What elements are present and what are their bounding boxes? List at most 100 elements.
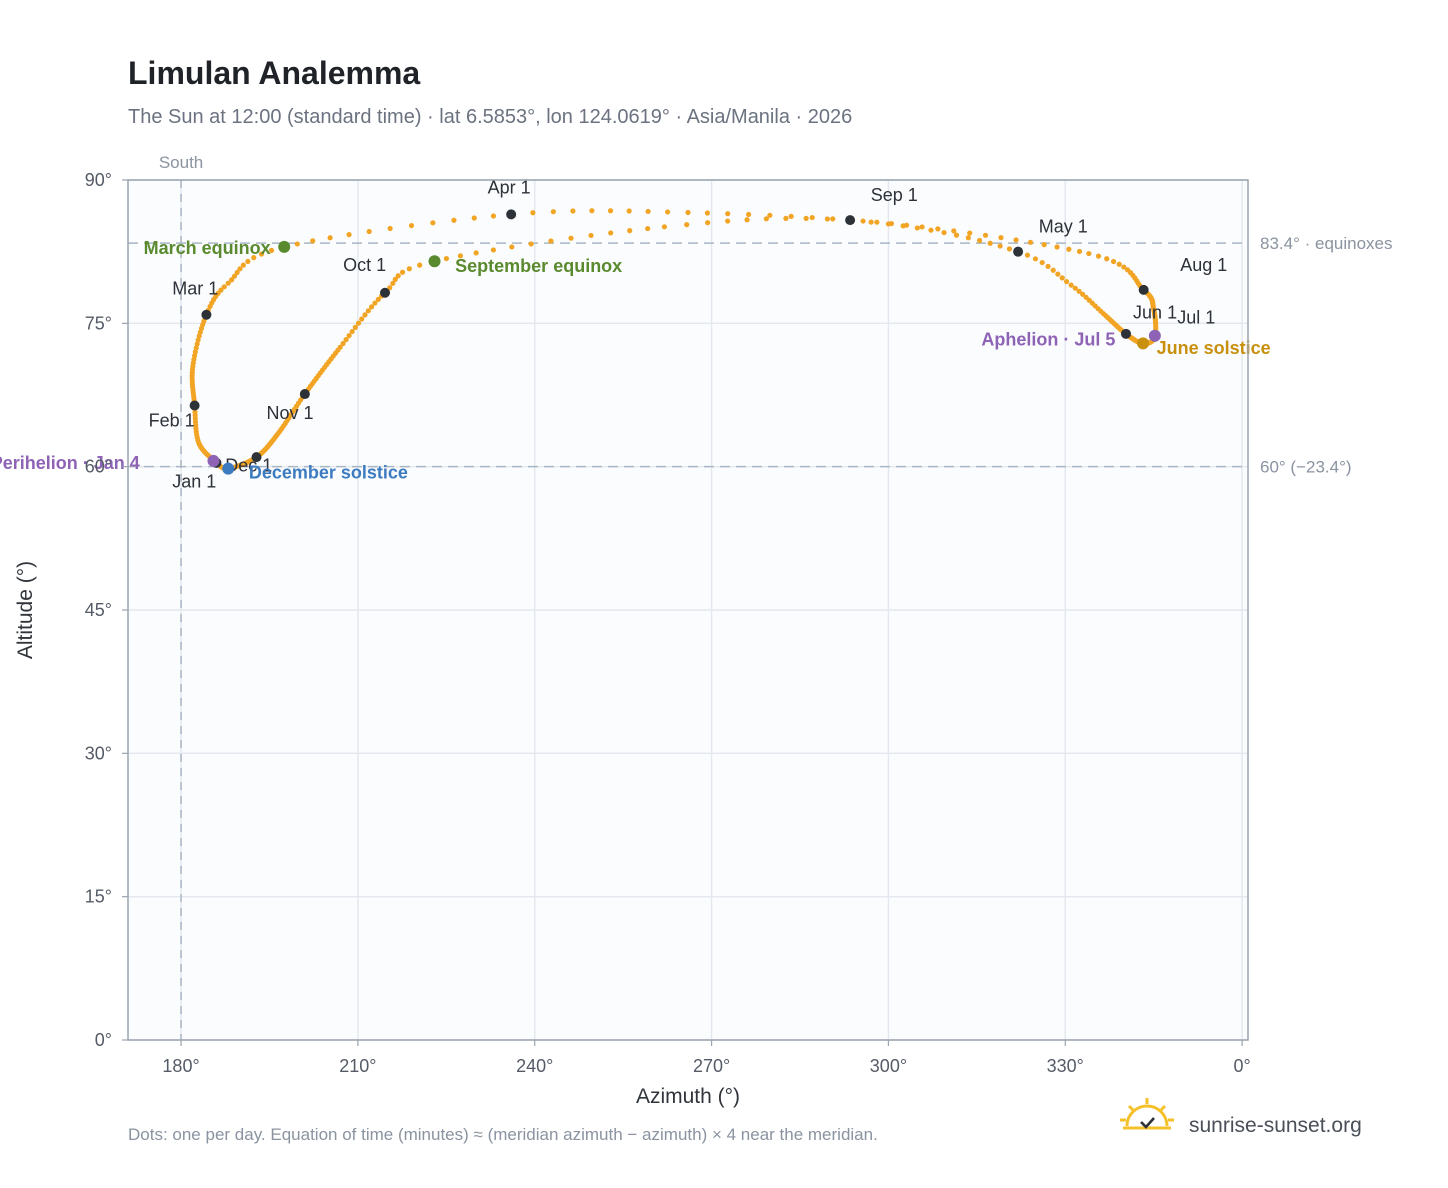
event-label: Perihelion · Jan 4 bbox=[0, 453, 140, 473]
daily-dot bbox=[626, 208, 632, 214]
daily-dot bbox=[951, 228, 957, 234]
daily-dot bbox=[783, 215, 789, 221]
month-marker-label: Feb 1 bbox=[149, 411, 195, 431]
daily-dot bbox=[1054, 244, 1060, 250]
daily-dot bbox=[1006, 246, 1013, 252]
month-marker bbox=[1138, 284, 1149, 295]
daily-dot bbox=[451, 217, 457, 223]
daily-dot bbox=[744, 217, 750, 223]
daily-dot bbox=[310, 238, 316, 244]
month-marker-label: Mar 1 bbox=[172, 279, 218, 299]
event-label: June solstice bbox=[1157, 338, 1271, 358]
daily-dot bbox=[196, 333, 202, 339]
meridian-label: South bbox=[159, 153, 203, 172]
daily-dot bbox=[997, 243, 1003, 249]
daily-dot bbox=[1076, 288, 1082, 294]
event-marker bbox=[222, 462, 235, 475]
daily-dot bbox=[340, 340, 346, 347]
daily-dot bbox=[528, 241, 534, 247]
month-marker-label: Apr 1 bbox=[488, 177, 531, 197]
daily-dot bbox=[1032, 256, 1039, 262]
daily-dot bbox=[976, 237, 983, 244]
daily-dot bbox=[221, 284, 227, 290]
daily-dot bbox=[824, 216, 830, 222]
daily-dot bbox=[685, 209, 691, 216]
x-tick-label: 210° bbox=[339, 1056, 376, 1076]
month-marker-label: Jan 1 bbox=[172, 472, 216, 492]
event-label: Aphelion · Jul 5 bbox=[981, 330, 1115, 350]
month-marker-label: Aug 1 bbox=[1180, 255, 1227, 275]
daily-dot bbox=[1086, 250, 1092, 257]
daily-dot bbox=[387, 285, 393, 291]
daily-dot bbox=[914, 225, 920, 231]
daily-dot bbox=[704, 210, 711, 216]
daily-dot bbox=[1124, 267, 1131, 273]
daily-dot bbox=[809, 214, 815, 221]
daily-dot bbox=[548, 238, 554, 244]
daily-dot bbox=[919, 224, 925, 230]
daily-dot bbox=[1095, 253, 1102, 259]
daily-dot bbox=[627, 228, 633, 234]
event-label: September equinox bbox=[455, 256, 622, 276]
month-marker bbox=[201, 309, 212, 320]
daily-dot bbox=[1041, 242, 1047, 248]
daily-dot bbox=[664, 209, 671, 215]
daily-dot bbox=[550, 209, 556, 215]
daily-dot bbox=[705, 220, 711, 226]
y-tick-label: 90° bbox=[85, 170, 112, 190]
daily-dot bbox=[352, 324, 358, 330]
daily-dot bbox=[570, 208, 576, 214]
daily-dot bbox=[1110, 258, 1117, 265]
daily-dot bbox=[868, 219, 874, 225]
daily-dot bbox=[225, 280, 231, 286]
daily-dot bbox=[1076, 248, 1083, 255]
daily-dot bbox=[473, 250, 479, 256]
daily-dot bbox=[1055, 271, 1061, 277]
footnote: Dots: one per day. Equation of time (min… bbox=[128, 1125, 878, 1144]
daily-dot bbox=[443, 255, 450, 262]
daily-dot bbox=[746, 211, 752, 218]
daily-dot bbox=[355, 320, 362, 326]
daily-dot bbox=[387, 225, 393, 232]
daily-dot bbox=[417, 262, 423, 268]
brand-name: sunrise-sunset.org bbox=[1189, 1114, 1362, 1137]
daily-dot bbox=[192, 349, 198, 355]
daily-dot bbox=[725, 218, 731, 224]
daily-dot bbox=[194, 341, 200, 347]
month-markers: Jan 1 Feb 1 Mar 1 Apr 1 May 1 Jun 1 Jul 1 Aug 1… bbox=[149, 177, 1228, 491]
brand-logo[interactable]: sunrise-sunset.org bbox=[1120, 1098, 1362, 1137]
month-marker bbox=[299, 389, 310, 400]
daily-dot bbox=[1080, 291, 1086, 297]
daily-dot bbox=[1066, 246, 1072, 252]
reference-lines: South 83.4° · equinoxes 60° (−23.4°) bbox=[128, 153, 1393, 1040]
daily-dot bbox=[366, 228, 372, 235]
event-marker bbox=[1137, 337, 1150, 350]
daily-dot bbox=[430, 220, 436, 226]
daily-dot bbox=[1068, 282, 1074, 288]
daily-dot bbox=[368, 304, 375, 310]
daily-dot bbox=[645, 225, 651, 232]
daily-dot bbox=[874, 219, 880, 225]
y-tick-label: 45° bbox=[85, 600, 112, 620]
chart-subtitle: The Sun at 12:00 (standard time) · lat 6… bbox=[128, 106, 852, 128]
daily-dot bbox=[568, 235, 574, 241]
daily-dot bbox=[375, 296, 381, 302]
daily-dot bbox=[395, 273, 401, 279]
daily-dot bbox=[509, 244, 515, 250]
month-marker-label: Oct 1 bbox=[343, 255, 386, 275]
daily-dot bbox=[1121, 264, 1127, 270]
daily-dot bbox=[788, 213, 794, 219]
daily-dot bbox=[953, 232, 960, 238]
daily-dot bbox=[1116, 261, 1122, 267]
daily-dot bbox=[399, 269, 406, 275]
y-tick-label: 15° bbox=[85, 887, 112, 907]
daily-dot bbox=[588, 232, 594, 239]
daily-dot bbox=[725, 211, 731, 217]
daily-dot bbox=[1024, 252, 1031, 258]
daily-dot bbox=[607, 208, 614, 214]
y-tick-label: 0° bbox=[95, 1030, 112, 1050]
daily-dot bbox=[941, 229, 947, 236]
month-marker-label: Jul 1 bbox=[1177, 307, 1215, 327]
daily-dot bbox=[490, 213, 497, 219]
